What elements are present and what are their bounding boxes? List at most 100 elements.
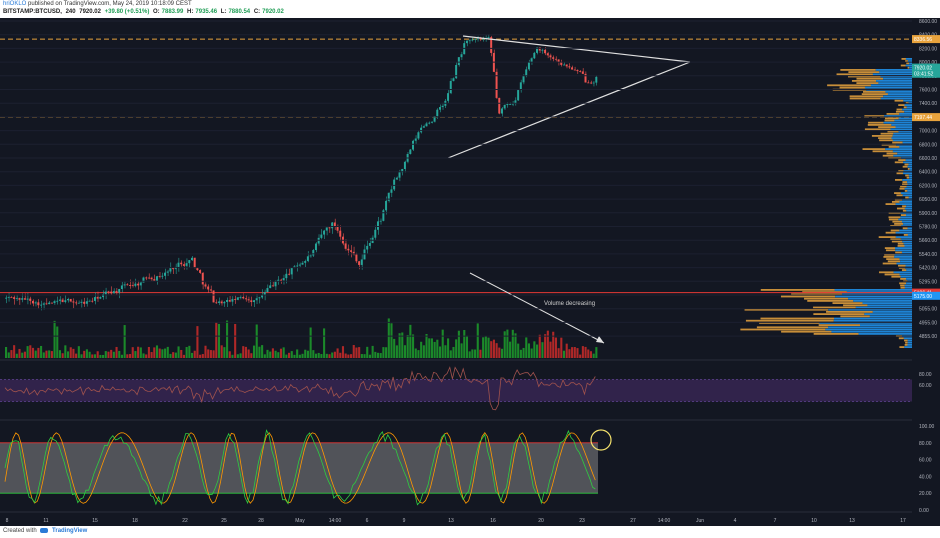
candle[interactable] <box>471 37 474 42</box>
candle[interactable] <box>428 121 431 125</box>
candle[interactable] <box>234 295 237 304</box>
candle[interactable] <box>199 269 202 274</box>
candle[interactable] <box>573 66 576 71</box>
candle[interactable] <box>104 287 107 300</box>
candle[interactable] <box>503 104 506 110</box>
candle[interactable] <box>333 218 336 231</box>
candle[interactable] <box>314 242 317 253</box>
candle[interactable] <box>75 300 78 306</box>
candle[interactable] <box>10 296 13 298</box>
candle[interactable] <box>519 79 522 93</box>
candle[interactable] <box>592 80 595 87</box>
candle[interactable] <box>325 227 328 236</box>
candle[interactable] <box>438 104 441 113</box>
time-axis[interactable]: 8 11 15 18 22 25 28 May 14:00 6 9 13 16 20 23 27 14:00 Ju… <box>6 518 906 524</box>
candle[interactable] <box>447 90 450 104</box>
candle[interactable] <box>112 288 115 294</box>
candle[interactable] <box>449 78 452 95</box>
candle[interactable] <box>576 69 579 74</box>
candle[interactable] <box>252 299 255 307</box>
candle[interactable] <box>182 261 185 270</box>
candle[interactable] <box>417 130 420 140</box>
candle[interactable] <box>99 296 102 300</box>
candle[interactable] <box>204 282 207 289</box>
candle[interactable] <box>355 252 358 264</box>
candle[interactable] <box>161 272 164 280</box>
candle[interactable] <box>64 294 67 304</box>
candle[interactable] <box>242 293 245 300</box>
volume-decreasing-annotation[interactable]: Volume decreasing <box>544 301 595 307</box>
candle[interactable] <box>350 245 353 258</box>
candle[interactable] <box>296 262 299 272</box>
candle[interactable] <box>500 107 503 117</box>
triangle-lower-trendline[interactable] <box>447 61 691 159</box>
candle[interactable] <box>126 283 129 286</box>
candle[interactable] <box>420 124 423 134</box>
candle[interactable] <box>85 297 88 307</box>
candle[interactable] <box>277 276 280 285</box>
candle[interactable] <box>468 39 471 44</box>
candle[interactable] <box>228 296 231 303</box>
candle[interactable] <box>69 298 72 303</box>
candle[interactable] <box>83 297 86 307</box>
candle[interactable] <box>226 297 229 307</box>
candle[interactable] <box>209 285 212 293</box>
candle[interactable] <box>77 300 80 304</box>
candle[interactable] <box>514 97 517 106</box>
candle[interactable] <box>288 268 291 276</box>
candle[interactable] <box>93 292 96 305</box>
candle[interactable] <box>271 281 274 287</box>
candle[interactable] <box>91 297 94 303</box>
candle[interactable] <box>409 148 412 155</box>
candle[interactable] <box>581 68 584 75</box>
candle[interactable] <box>328 226 331 233</box>
candle[interactable] <box>50 302 53 304</box>
candle[interactable] <box>565 64 568 69</box>
candle[interactable] <box>304 259 307 267</box>
candle[interactable] <box>80 299 83 308</box>
candle[interactable] <box>244 295 247 302</box>
candle[interactable] <box>180 260 183 267</box>
candle[interactable] <box>220 299 223 306</box>
volume-trend-arrow-line[interactable] <box>469 272 605 344</box>
candle[interactable] <box>188 259 191 268</box>
candle[interactable] <box>88 299 91 302</box>
candle[interactable] <box>554 56 557 62</box>
candle[interactable] <box>7 292 10 302</box>
candle[interactable] <box>323 229 326 239</box>
candle[interactable] <box>425 121 428 127</box>
candle[interactable] <box>290 267 293 280</box>
interval[interactable]: 240 <box>65 9 76 15</box>
candle[interactable] <box>261 289 264 299</box>
candle[interactable] <box>177 257 180 272</box>
candle[interactable] <box>56 296 59 305</box>
candle[interactable] <box>452 77 455 82</box>
candle[interactable] <box>498 97 501 115</box>
candle[interactable] <box>107 290 110 295</box>
candle[interactable] <box>217 297 220 306</box>
candle[interactable] <box>150 276 153 282</box>
candle[interactable] <box>13 295 16 305</box>
candle[interactable] <box>339 225 342 242</box>
candle[interactable] <box>422 124 425 128</box>
candle[interactable] <box>549 53 552 61</box>
candle[interactable] <box>465 40 468 47</box>
candle[interactable] <box>193 257 196 269</box>
candle[interactable] <box>414 135 417 145</box>
candle[interactable] <box>131 281 134 288</box>
candle[interactable] <box>331 221 334 234</box>
candle[interactable] <box>48 301 51 305</box>
candle[interactable] <box>5 294 7 304</box>
candle[interactable] <box>441 102 444 110</box>
candle[interactable] <box>155 275 158 285</box>
candle[interactable] <box>29 296 32 305</box>
candle[interactable] <box>579 70 582 73</box>
candle[interactable] <box>403 160 406 173</box>
candle[interactable] <box>568 63 571 69</box>
candle[interactable] <box>541 48 544 54</box>
candle[interactable] <box>120 281 123 293</box>
candle[interactable] <box>382 208 385 222</box>
candle[interactable] <box>430 121 433 124</box>
candle[interactable] <box>301 261 304 265</box>
candle[interactable] <box>393 177 396 191</box>
